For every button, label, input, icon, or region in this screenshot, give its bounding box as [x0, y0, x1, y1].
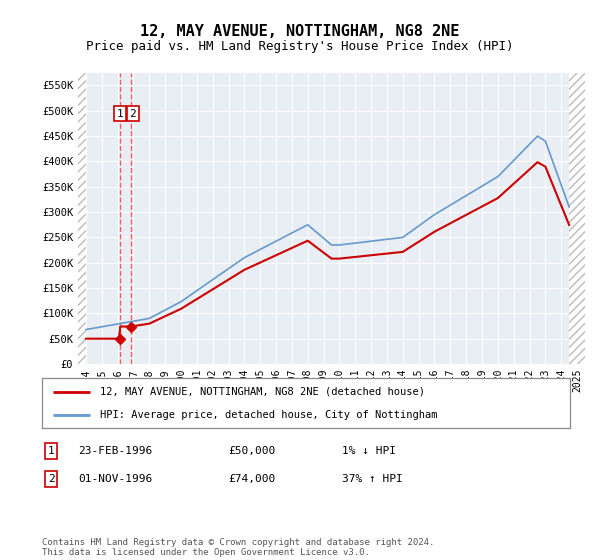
- Text: 2: 2: [47, 474, 55, 484]
- Text: Price paid vs. HM Land Registry's House Price Index (HPI): Price paid vs. HM Land Registry's House …: [86, 40, 514, 53]
- Text: 37% ↑ HPI: 37% ↑ HPI: [342, 474, 403, 484]
- Bar: [569, 73, 585, 364]
- Bar: [78, 73, 86, 364]
- Text: HPI: Average price, detached house, City of Nottingham: HPI: Average price, detached house, City…: [100, 410, 437, 420]
- Text: 2: 2: [129, 109, 136, 119]
- Text: 12, MAY AVENUE, NOTTINGHAM, NG8 2NE (detached house): 12, MAY AVENUE, NOTTINGHAM, NG8 2NE (det…: [100, 386, 425, 396]
- Text: £74,000: £74,000: [228, 474, 275, 484]
- Text: 1: 1: [47, 446, 55, 456]
- Text: 1% ↓ HPI: 1% ↓ HPI: [342, 446, 396, 456]
- Text: 12, MAY AVENUE, NOTTINGHAM, NG8 2NE: 12, MAY AVENUE, NOTTINGHAM, NG8 2NE: [140, 24, 460, 39]
- Text: 1: 1: [116, 109, 123, 119]
- Text: £50,000: £50,000: [228, 446, 275, 456]
- Text: Contains HM Land Registry data © Crown copyright and database right 2024.
This d: Contains HM Land Registry data © Crown c…: [42, 538, 434, 557]
- Text: 01-NOV-1996: 01-NOV-1996: [78, 474, 152, 484]
- Text: 23-FEB-1996: 23-FEB-1996: [78, 446, 152, 456]
